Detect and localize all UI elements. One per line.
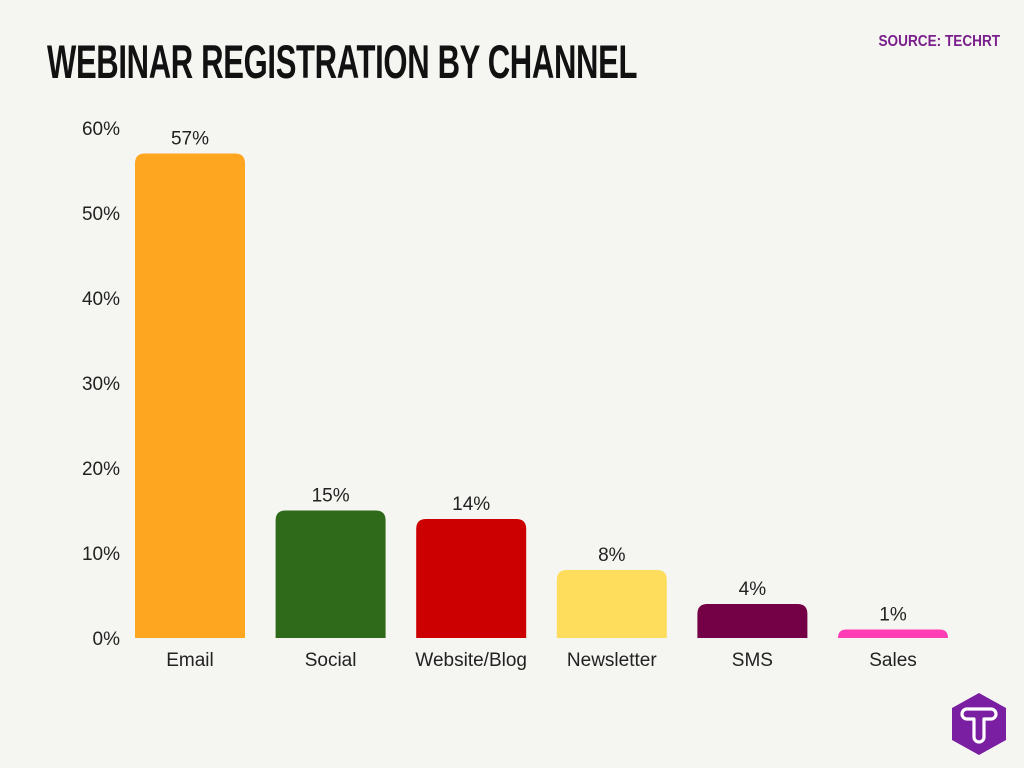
y-tick-label: 30% [82, 374, 120, 395]
y-tick-label: 50% [82, 204, 120, 225]
y-tick-label: 60% [82, 119, 120, 140]
bar-sms [697, 604, 808, 638]
y-tick-label: 20% [82, 459, 120, 480]
bar-website-blog [416, 519, 527, 638]
x-tick-label: Newsletter [567, 650, 657, 671]
data-label: 4% [739, 579, 767, 600]
source-label: SOURCE: TECHRT [878, 33, 1000, 50]
x-tick-label: Sales [869, 650, 917, 671]
x-tick-label: Email [166, 650, 214, 671]
bar-email [135, 153, 245, 638]
bar-social [275, 510, 386, 638]
data-label: 1% [879, 605, 907, 626]
y-tick-label: 10% [82, 544, 120, 565]
bar-sales [838, 629, 948, 638]
x-tick-label: Social [305, 650, 357, 671]
x-tick-label: SMS [732, 650, 773, 671]
y-tick-label: 40% [82, 289, 120, 310]
x-tick-label: Website/Blog [415, 650, 527, 671]
y-tick-label: 0% [93, 629, 121, 650]
data-label: 15% [312, 486, 350, 507]
chart-title: WEBINAR REGISTRATION BY CHANNEL [47, 35, 638, 88]
data-label: 8% [598, 545, 626, 566]
bar-newsletter [556, 570, 667, 638]
techrt-logo-icon [952, 693, 1006, 755]
data-label: 57% [171, 129, 209, 150]
data-label: 14% [452, 494, 490, 515]
